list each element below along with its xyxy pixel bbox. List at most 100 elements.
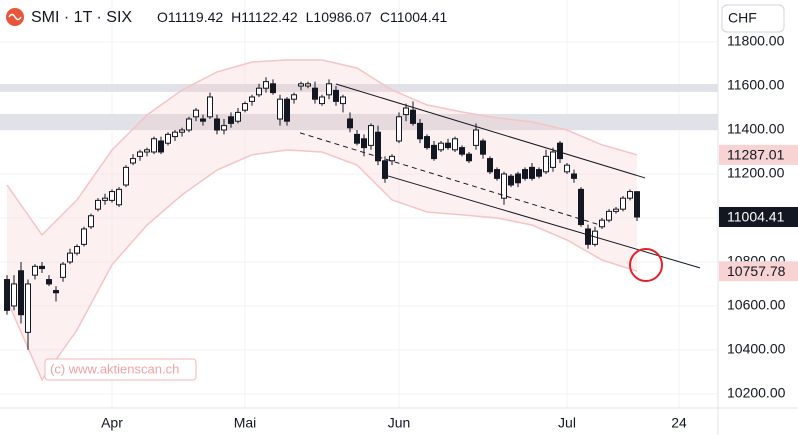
candle-body xyxy=(375,131,381,162)
candle-body xyxy=(557,142,563,160)
price-marker-label: 10757.78 xyxy=(727,263,786,279)
ohlc-prefix: C xyxy=(380,9,390,25)
price-marker-label: 11287.01 xyxy=(727,147,785,163)
envelope-lower xyxy=(6,149,638,382)
watermark-box xyxy=(44,358,197,381)
candle-body xyxy=(39,265,45,270)
candle-body xyxy=(193,109,199,118)
candle-body xyxy=(11,283,17,307)
ohlc-prefix: O xyxy=(157,9,168,25)
price-marker xyxy=(719,206,798,227)
candle-body xyxy=(242,103,248,111)
candle-body xyxy=(179,129,185,133)
x-tick-label: Apr xyxy=(101,415,123,431)
trendline xyxy=(335,83,646,179)
watermark: (c) www.aktienscan.ch xyxy=(50,361,179,376)
candle-body xyxy=(4,279,10,311)
currency[interactable]: CHF xyxy=(728,10,757,26)
candle-body xyxy=(501,173,507,199)
candle-body xyxy=(151,138,157,153)
candle-body xyxy=(249,96,255,102)
candle-body xyxy=(144,149,150,153)
candle-body xyxy=(116,188,122,206)
candle-body xyxy=(305,83,311,87)
x-tick-label: Jul xyxy=(558,415,576,431)
candle-body xyxy=(60,263,66,278)
candle-body xyxy=(382,160,388,179)
candle-body xyxy=(494,169,500,179)
candle-body xyxy=(473,129,479,146)
candle-body xyxy=(515,173,521,184)
candle-body xyxy=(564,164,570,173)
candle-body xyxy=(312,87,318,100)
candle-body xyxy=(361,138,367,149)
candle-body xyxy=(368,125,374,146)
candle-body xyxy=(158,140,164,153)
candle-body xyxy=(585,228,591,245)
candle-body xyxy=(46,279,52,285)
candle-body xyxy=(32,265,38,276)
ohlc-value: 11004.41 xyxy=(390,9,448,25)
candle-body xyxy=(627,191,633,199)
ohlc-value: 11119.42 xyxy=(168,9,223,25)
candle-body xyxy=(599,219,605,228)
candle-body xyxy=(263,81,269,89)
candle-body xyxy=(284,98,290,122)
candle-body xyxy=(228,116,234,124)
candle-body xyxy=(634,191,640,218)
y-tick-label: 10200.00 xyxy=(727,385,786,401)
candle-body xyxy=(354,133,360,144)
candle-body xyxy=(102,197,108,201)
candle-body xyxy=(550,151,556,168)
candle-body xyxy=(606,210,612,221)
y-tick-label: 10400.00 xyxy=(727,341,786,357)
candle-body xyxy=(445,142,451,149)
candle-body xyxy=(270,83,276,94)
candle-body xyxy=(536,169,542,177)
candle-body xyxy=(277,98,283,120)
x-tick-label: Mai xyxy=(234,415,257,431)
candle-body xyxy=(543,155,549,173)
logo-mark xyxy=(8,13,22,21)
envelope-area xyxy=(7,60,637,380)
ohlc-legend: O11119.42 H11122.42 L10986.07 C11004.41 xyxy=(157,9,448,25)
ohlc-prefix: L xyxy=(306,9,314,25)
candle-body xyxy=(508,175,514,186)
candle-body xyxy=(214,118,220,131)
candle-body xyxy=(165,133,171,144)
candle-body xyxy=(67,252,73,263)
currency-button[interactable] xyxy=(721,4,785,33)
price-marker xyxy=(719,261,798,282)
candle-body xyxy=(291,94,297,100)
candle-body xyxy=(172,131,178,138)
candle-body xyxy=(424,136,430,149)
candle-body xyxy=(571,173,577,179)
candle-body xyxy=(466,153,472,162)
candle-body xyxy=(578,188,584,226)
candle-body xyxy=(480,140,486,155)
candle-body xyxy=(53,290,59,294)
trendline xyxy=(299,132,601,226)
symbol: SMI · 1T · SIX xyxy=(31,9,132,26)
candle-body xyxy=(326,83,332,96)
envelope-upper xyxy=(6,59,638,237)
ohlc-value: 10986.07 xyxy=(313,9,372,25)
candle-body xyxy=(109,191,115,201)
y-tick-label: 11400.00 xyxy=(727,121,785,137)
candle-body xyxy=(410,109,416,124)
candle-body xyxy=(18,270,24,316)
price-marker xyxy=(719,144,798,165)
ohlc-prefix: H xyxy=(231,9,241,25)
candle-body xyxy=(620,197,626,210)
candle-body xyxy=(95,199,101,210)
y-tick-label: 11200.00 xyxy=(727,165,785,181)
x-tick-label: 24 xyxy=(671,415,687,431)
candle-body xyxy=(74,246,80,254)
candle-body xyxy=(613,208,619,212)
candle-body xyxy=(417,122,423,140)
candle-body xyxy=(340,96,346,105)
candle-body xyxy=(438,142,444,151)
candle-body xyxy=(137,151,143,157)
